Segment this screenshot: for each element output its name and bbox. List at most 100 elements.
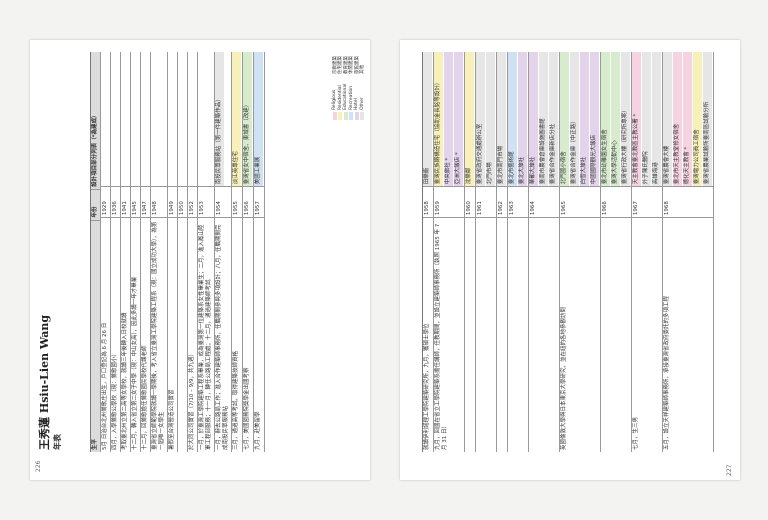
- year: 1929: [101, 186, 110, 219]
- project: 臺北市幼稚園女生宿舍: [601, 51, 611, 187]
- table-row: 5月 日治台北州鶯歌庄出生，戶口登記為 6 月 26 日 1929: [101, 52, 111, 452]
- life-event: 5月 日治台北州鶯歌庄出生，戶口登記為 6 月 26 日: [102, 322, 108, 450]
- project: 北門國小宿舍: [560, 51, 570, 187]
- life-event: 英國倫敦大學與日本東京大學研究，並在紐約各地參觀訪問: [561, 306, 567, 450]
- project: 外子陳氏醫院: [642, 51, 652, 187]
- year: 1965: [560, 186, 600, 219]
- life-event: [178, 218, 187, 452]
- table-row: 1963 臺北市藝術館 臺北大旅社: [508, 51, 529, 452]
- life-event: 三月，通過高等考試，取得建築技師資格: [233, 350, 239, 450]
- life-event: 一月，於臺灣工學院建築工程系畢業，成為臺灣第一位建築系女性畢業生；二月，進入鳳山…: [199, 224, 212, 450]
- legend: Religious 宗教建築 Residential 住宅建築 Educational 教…: [332, 44, 365, 120]
- project: 臺北市藝術館: [508, 51, 518, 187]
- project: 臺灣省行政大樓（研究所專案）: [621, 51, 631, 187]
- left-page: 226 王秀蓮 Hsiu-Lien Wang 年表 生平 年份 設計項目部分列表…: [30, 40, 370, 480]
- project: 臺灣省農業試驗所臺南區試驗分所: [703, 51, 713, 187]
- legend-label: Residential: [337, 85, 343, 110]
- table-row: 一月，於臺灣工學院建築工程系畢業，成為臺灣第一位建築系女性畢業生；二月，進入鳳山…: [198, 52, 215, 452]
- projects: 臺灣省政府交通處辦公室 北門市場: [476, 51, 496, 187]
- project: 臺灣省女中宿舍、東城書（改建）: [243, 51, 253, 187]
- project: 臺灣電力公司員工宿舍: [693, 51, 703, 187]
- projects: [198, 52, 214, 186]
- table-row: 就讀伊利諾理工學院建築研究所，九月，獲碩士學位 1958 田樂廠: [423, 51, 434, 452]
- project: 臺北市天主教堂修女宿舍: [673, 51, 683, 187]
- life-event: 七月，生三男: [633, 416, 639, 450]
- year: 1949: [168, 186, 177, 219]
- legend-item: Other 其他: [359, 44, 366, 120]
- legend-swatch: [338, 112, 343, 120]
- project: 亞洲大飯店 *: [454, 51, 464, 187]
- year: 1960: [465, 186, 475, 219]
- life-event: 一月，辭去公路局工作；進入合作建築師事務所，任職期間參與多項設計；八月，任職期間…: [216, 224, 229, 450]
- legend-swatch: [332, 112, 337, 120]
- project: 臺北市南門市場: [497, 51, 507, 187]
- projects: 美國工業展: [254, 51, 264, 187]
- project: 沈樂鄰: [465, 51, 475, 187]
- table-row: 十二月，回鶯歌擔任鶯歌國民學校代課老師 1947: [141, 52, 151, 452]
- projects: [111, 52, 120, 186]
- chronology-table: 就讀伊利諾理工學院建築研究所，九月，獲碩士學位 1958 田樂廠 九月，回國在省立工學…: [422, 51, 714, 452]
- projects: 臺北市南門市場: [497, 51, 507, 187]
- project: 臺灣民族鋼構造住宅（協助金長銘等設計）: [434, 51, 444, 187]
- projects: 臺北市藝術館 臺北大旅社: [508, 51, 528, 187]
- life-event: 九月，赴美留學: [255, 411, 261, 450]
- title: 王秀蓮 Hsiu-Lien Wang: [38, 314, 51, 450]
- year: 1961: [476, 186, 496, 219]
- projects: [131, 52, 140, 186]
- year: 1963: [508, 186, 528, 219]
- project: 臺灣省政府交通處辦公室: [476, 51, 486, 187]
- life-event: 四月，入學鶯歌公學校（現：鶯歌國小）: [112, 350, 118, 450]
- year: 1967: [632, 186, 662, 219]
- legend-label: Religious: [332, 89, 338, 110]
- table-row: 七月，美國國務院獎學金出國考察 1956 臺灣省女中宿舍、東城書（改建）: [243, 51, 254, 452]
- header-row: 生平 年份 設計項目部分列表（*為建成）: [91, 52, 101, 452]
- project: 臺灣省農會大樓: [663, 51, 673, 187]
- legend-swatch: [354, 112, 359, 120]
- table-row: 九月，回國在省立工學院建築系擔任講師，任教期間，並設立建築師事務所（執照 196…: [434, 51, 465, 452]
- life-event: 臺灣省立師範學院就讀一學期後，考入省立臺灣工學院建築工程系（現：國立成功大學），…: [152, 221, 165, 450]
- page-number: 227: [726, 464, 733, 476]
- chronology-table: 生平 年份 設計項目部分列表（*為建成） 5月 日治台北州鶯歌庄出生，戶口登記為…: [90, 51, 265, 452]
- project: 中央旅社 *: [444, 51, 454, 187]
- projects: 田樂廠: [423, 51, 433, 187]
- year: 1962: [497, 186, 507, 219]
- table-row: 1962 臺北市南門市場: [497, 51, 508, 452]
- legend-label-zh: 其他: [360, 65, 366, 74]
- legend-item: Hotel 旅館建築: [354, 44, 360, 120]
- life-event: [508, 218, 528, 452]
- year: 1958: [423, 186, 433, 219]
- project: 白雪大旅社: [580, 51, 590, 187]
- year: 1954: [215, 186, 231, 219]
- projects: [168, 52, 177, 186]
- year: 1959: [434, 186, 464, 219]
- year: 1947: [141, 186, 150, 219]
- projects: 臺灣民族鋼構造住宅（協助金長銘等設計） 中央旅社 * 亞洲大飯店 *: [434, 51, 464, 187]
- table-row: 三月，通過高等考試，取得建築技師資格 1955 淡江英專住宅: [232, 51, 243, 452]
- legend-label: Recreation: [348, 85, 354, 110]
- table-row: 七月，生三男 1967 天主教會臺北教區主教公署 * 外子陳氏醫院 高雄海港: [632, 51, 663, 452]
- projects: [121, 52, 130, 186]
- projects: [178, 52, 187, 186]
- table-row: 於大同公司實習（7/10 – 9/9，共九週） 1952: [188, 52, 198, 452]
- year: 1950: [178, 186, 187, 219]
- project: 臺灣大學活動中心: [611, 51, 621, 187]
- subtitle: 年表: [52, 434, 62, 450]
- project: 德化天主教會 *: [683, 51, 693, 187]
- projects: [141, 52, 150, 186]
- projects: [188, 52, 197, 186]
- year: 1948: [151, 186, 167, 219]
- projects: [151, 52, 167, 186]
- table-row: 考取臺北州立第二高等女學校，就讀三年後轉入日校就讀 1941: [121, 52, 131, 452]
- projects: 淡江英專住宅: [232, 51, 242, 187]
- table-row: 四月，入學鶯歌公學校（現：鶯歌國小） 1936: [111, 52, 121, 452]
- projects: 臺北市幼稚園女生宿舍 臺灣大學活動中心 臺灣省行政大樓（研究所專案）: [601, 51, 631, 187]
- legend-label: Hotel: [354, 98, 360, 110]
- legend-label: Other: [359, 97, 365, 110]
- header-cell: 年份: [91, 188, 100, 221]
- life-event: 十二月，轉入省立第二女子中學（現：中山女高），因此多讀一年才畢業: [132, 276, 138, 450]
- table-row: 1964 華都大旅社 臺南市農會倉庫設施圖書館 臺灣省合作金庫新店分社: [529, 51, 560, 452]
- project: 南投民眾服務站（第一件建築作品）: [215, 51, 225, 187]
- life-event: 九月，回國在省立工學院建築系擔任講師，任教期間，並設立建築師事務所（執照 196…: [435, 223, 448, 450]
- year: 1952: [188, 186, 197, 219]
